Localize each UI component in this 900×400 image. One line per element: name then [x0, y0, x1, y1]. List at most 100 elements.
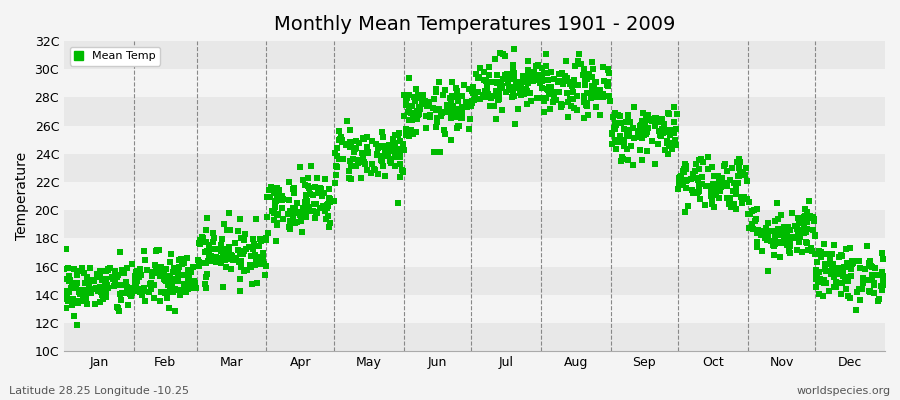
- Point: [168, 265, 183, 272]
- Point: [829, 284, 843, 290]
- Point: [237, 248, 251, 254]
- Point: [99, 268, 113, 275]
- Point: [872, 296, 886, 302]
- Point: [753, 231, 768, 238]
- Point: [343, 127, 357, 134]
- Point: [652, 132, 667, 138]
- Point: [202, 248, 216, 254]
- Point: [494, 107, 508, 114]
- Point: [165, 282, 179, 288]
- Point: [832, 280, 847, 286]
- Point: [826, 274, 841, 280]
- Point: [204, 246, 219, 252]
- Point: [343, 158, 357, 164]
- Point: [100, 266, 114, 272]
- Point: [411, 92, 426, 98]
- Point: [343, 139, 357, 146]
- Point: [344, 143, 358, 149]
- Point: [580, 76, 594, 83]
- Point: [419, 124, 434, 131]
- Point: [317, 190, 331, 196]
- Point: [182, 272, 196, 279]
- Point: [108, 278, 122, 284]
- Point: [267, 200, 282, 206]
- Point: [436, 92, 450, 98]
- Point: [134, 272, 148, 278]
- Point: [256, 257, 270, 264]
- Point: [375, 153, 390, 160]
- Point: [714, 179, 728, 186]
- Point: [313, 186, 328, 192]
- Point: [166, 269, 180, 275]
- Point: [199, 284, 213, 291]
- Point: [259, 193, 274, 200]
- Point: [832, 254, 847, 260]
- Point: [246, 281, 260, 287]
- Point: [306, 192, 320, 198]
- Point: [827, 242, 842, 248]
- Point: [501, 71, 516, 78]
- Point: [77, 298, 92, 304]
- Point: [813, 277, 827, 284]
- Point: [500, 80, 515, 87]
- Point: [855, 275, 869, 281]
- Point: [688, 189, 702, 195]
- Point: [119, 278, 133, 285]
- Text: Latitude 28.25 Longitude -10.25: Latitude 28.25 Longitude -10.25: [9, 386, 189, 396]
- Point: [714, 184, 728, 190]
- Point: [518, 79, 532, 86]
- Point: [581, 112, 596, 118]
- Point: [226, 256, 240, 262]
- Point: [396, 168, 410, 175]
- Point: [782, 248, 796, 254]
- Point: [839, 246, 853, 252]
- Point: [563, 103, 578, 109]
- Point: [638, 120, 652, 126]
- Point: [163, 286, 177, 292]
- Point: [131, 274, 146, 280]
- Point: [100, 282, 114, 288]
- Point: [457, 81, 472, 88]
- Point: [482, 64, 496, 70]
- Point: [793, 234, 807, 240]
- Point: [300, 201, 314, 208]
- Point: [465, 90, 480, 96]
- Point: [415, 101, 429, 107]
- Point: [460, 104, 474, 110]
- Point: [758, 235, 772, 241]
- Point: [440, 102, 454, 108]
- Point: [248, 252, 263, 258]
- Point: [674, 182, 688, 188]
- Point: [215, 236, 230, 242]
- Point: [430, 119, 445, 126]
- Point: [520, 90, 535, 96]
- Point: [512, 90, 526, 97]
- Point: [774, 212, 788, 219]
- Point: [465, 84, 480, 90]
- Point: [400, 109, 415, 116]
- Point: [392, 130, 407, 136]
- Point: [112, 308, 126, 314]
- Point: [554, 103, 569, 110]
- Point: [331, 156, 346, 162]
- Point: [162, 305, 176, 311]
- Point: [768, 235, 782, 242]
- Point: [199, 227, 213, 233]
- Point: [621, 132, 635, 139]
- Point: [500, 70, 515, 77]
- Point: [161, 278, 176, 284]
- Point: [508, 121, 522, 127]
- Point: [605, 130, 619, 136]
- Point: [620, 112, 634, 118]
- Point: [419, 100, 434, 106]
- Point: [578, 81, 592, 88]
- Point: [410, 112, 424, 118]
- Point: [875, 287, 889, 293]
- Point: [375, 134, 390, 140]
- Point: [320, 202, 335, 209]
- Point: [747, 206, 761, 213]
- Point: [767, 243, 781, 249]
- Point: [197, 249, 211, 255]
- Point: [825, 251, 840, 257]
- Point: [696, 159, 710, 166]
